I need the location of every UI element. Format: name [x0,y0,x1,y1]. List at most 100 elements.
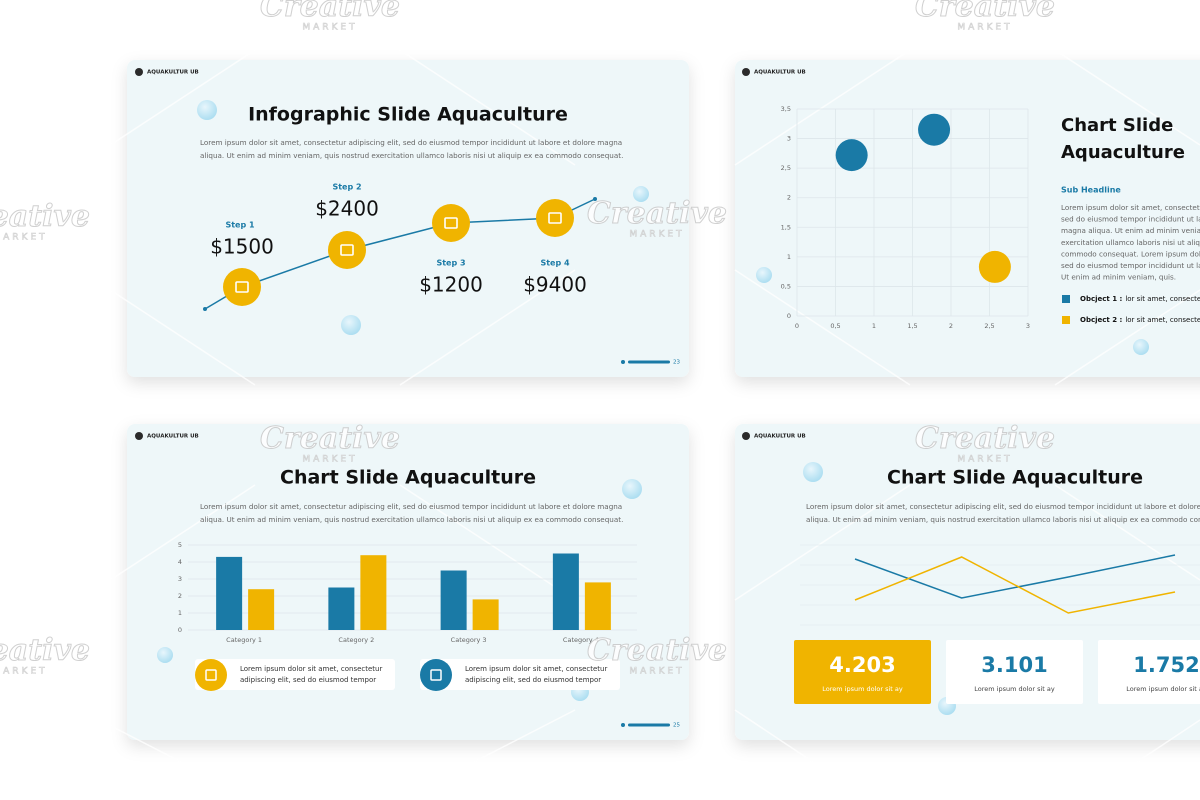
y-tick-label: 1 [787,253,791,261]
bubble [803,462,823,482]
stat-value: 1.752 [1133,653,1199,677]
step-icon [432,204,470,242]
bar [360,555,387,630]
step-line-dot [203,307,207,311]
decor-line [1054,484,1200,581]
legend-text: lor sit amet, consectetur a [1125,295,1200,303]
step-value: $1200 [419,273,483,297]
decor-line [399,709,576,800]
y-tick-label: 1 [178,609,182,617]
page-number: 25 [673,723,680,729]
slide-title: Chart Slide Aquaculture [887,467,1143,489]
y-tick-label: 2,5 [781,164,791,172]
bubble [197,100,217,120]
slide-title: Chart Slide [1061,115,1173,136]
watermark: Creative [915,421,1055,456]
step-label: Step 1 [225,221,255,230]
y-tick-label: 0 [787,312,791,320]
x-tick-label: 0,5 [830,322,840,330]
stat-card [1098,640,1200,704]
y-tick-label: 3 [787,135,791,143]
decor-line [399,49,576,166]
legend-entry: Obcject 2 :lor sit amet, consectetur a [1080,316,1200,324]
watermark: Creative [260,0,400,24]
watermark-sub: MARKET [302,455,357,465]
step-icon-glyph [444,217,458,229]
x-tick-label: 0 [795,322,799,330]
scatter-point [918,113,951,146]
decor-line [1054,289,1200,386]
callout-icon-glyph [205,669,217,681]
callout-card [195,659,395,690]
legend-text: lor sit amet, consectetur a [1125,316,1200,324]
watermark-sub: MARKET [629,230,684,240]
watermark: Creative [587,196,727,231]
y-tick-label: 4 [178,558,182,566]
body-text: aliqua. Ut enim ad minim veniam, quis no… [200,515,623,524]
decor-line [79,484,256,601]
stat-card [794,640,931,704]
y-tick-label: 2 [178,592,182,600]
bubble [157,647,173,663]
y-tick-label: 3 [178,575,182,583]
pager-bar [628,360,670,364]
legend-name: Obcject 1 : [1080,295,1122,303]
step-line-dot [593,197,597,201]
bubble [756,267,772,283]
legend-entry: Obcject 1 :lor sit amet, consectetur a [1080,295,1200,303]
decor-line [399,269,576,386]
step-icon [223,268,261,306]
decor-line [1079,719,1200,800]
body-text: Lorem ipsum dolor sit amet, consectetur … [806,502,1200,511]
legend-swatch [1062,316,1070,324]
bar [440,570,467,630]
pager-bar [628,723,670,727]
step-label: Step 3 [436,259,465,268]
x-tick-label: Category 4 [563,636,599,644]
x-tick-label: 1,5 [907,322,917,330]
brand-icon [135,68,143,76]
scatter-point [978,250,1011,283]
body-text: aliqua. Ut enim ad minim veniam, quis no… [200,151,623,160]
watermark: Creative [260,421,400,456]
body-text: Lorem ipsum dolor sit amet, consectetur [1061,203,1200,212]
watermark-sub: MARKET [957,455,1012,465]
body-text: sed do eiusmod tempor incididunt ut labo… [1061,215,1200,224]
brand-icon [742,432,750,440]
body-text: commodo consequat. Lorem ipsum dolor sit [1061,249,1200,258]
body-text: sed do eiusmod tempor incididunt ut labo… [1061,261,1200,270]
brand: AQUAKULTUR UB [147,434,199,440]
decor-line [734,269,911,386]
callout-text: Lorem ipsum dolor sit amet, consectetur [240,665,382,673]
y-tick-label: 0 [178,626,182,634]
legend-swatch [1062,295,1070,303]
decor-line [734,49,911,166]
y-tick-label: 2 [787,194,791,202]
slide-title: Infographic Slide Aquaculture [248,104,568,126]
watermark-sub: MARKET [0,667,48,677]
stat-card [946,640,1083,704]
x-tick-label: 3 [1026,322,1030,330]
bar [472,599,499,630]
callout-icon [420,659,452,691]
x-tick-label: 2 [949,322,953,330]
watermark: Creative [587,633,727,668]
x-tick-label: 2,5 [984,322,994,330]
watermark-lines [79,49,1200,800]
decor-line [734,484,911,601]
decor-line [734,709,871,800]
x-tick-label: Category 3 [451,636,487,644]
x-tick-label: Category 1 [226,636,262,644]
step-label: Step 4 [540,259,570,268]
line-series [854,556,1176,614]
watermark-sub: MARKET [957,23,1012,33]
body-text: aliqua. Ut enim ad minim veniam, quis no… [806,515,1200,524]
scatter-point [835,139,868,172]
callout-icon-glyph [430,669,442,681]
pager-dot [621,723,625,727]
slide-title: Aquaculture [1061,142,1185,163]
callout-card [420,659,620,690]
bubble [341,315,361,335]
